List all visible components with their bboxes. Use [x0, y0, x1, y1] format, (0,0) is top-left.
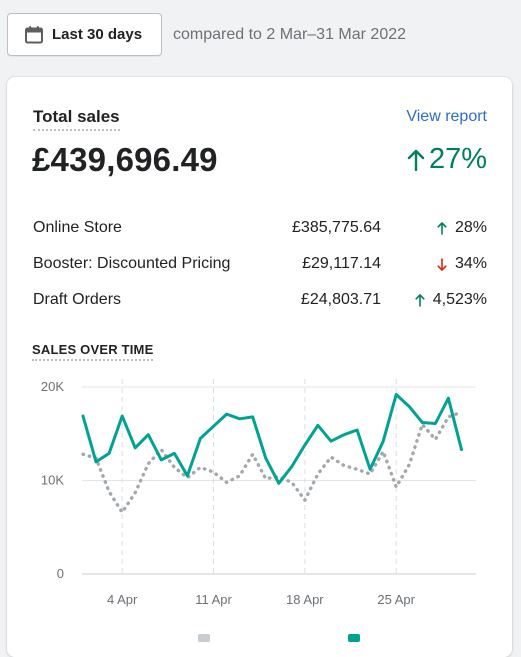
previous-period-line	[81, 410, 464, 514]
total-change-value: 27%	[428, 143, 487, 175]
row-change: 4,523%	[415, 291, 487, 309]
arrow-up-icon	[407, 149, 425, 171]
legend-previous-swatch	[198, 634, 210, 642]
arrow-down-icon	[437, 257, 447, 271]
breakdown-row: Online Store £385,775.64 28%	[33, 217, 487, 253]
x-tick-label: 4 Apr	[107, 592, 138, 607]
row-change-value: 28%	[454, 219, 487, 236]
breakdown-row: Booster: Discounted Pricing £29,117.14 3…	[33, 253, 487, 289]
row-amount: £24,803.71	[300, 291, 381, 308]
total-change: 27%	[406, 143, 487, 176]
breakdown-row: Draft Orders £24,803.71 4,523%	[33, 289, 487, 325]
date-range-button[interactable]: Last 30 days	[7, 13, 162, 56]
y-tick-label: 10K	[41, 473, 64, 488]
row-change-value: 34%	[454, 255, 487, 272]
x-tick-label: 18 Apr	[286, 592, 324, 607]
date-range-label: Last 30 days	[52, 26, 143, 43]
legend-current-swatch	[348, 634, 360, 642]
arrow-up-icon	[415, 293, 425, 307]
row-name: Draft Orders	[33, 291, 122, 308]
arrow-up-icon	[437, 221, 447, 235]
view-report-link[interactable]: View report	[406, 108, 487, 125]
x-tick-label: 25 Apr	[377, 592, 415, 607]
sales-over-time-chart: 0 10K 20K 4 Apr 11 Apr 18 Apr 25 Apr	[41, 379, 476, 642]
x-tick-label: 11 Apr	[195, 592, 232, 607]
comparison-text: compared to 2 Mar–31 Mar 2022	[173, 25, 407, 43]
y-tick-label: 0	[57, 566, 64, 581]
row-change: 28%	[437, 219, 487, 237]
card-title: Total sales	[33, 107, 120, 131]
calendar-icon	[25, 25, 43, 43]
sales-breakdown: Online Store £385,775.64 28% Booster: Di…	[33, 217, 487, 325]
row-name: Online Store	[33, 219, 122, 236]
row-amount: £29,117.14	[302, 255, 381, 272]
date-range-bar: Last 30 days compared to 2 Mar–31 Mar 20…	[7, 12, 406, 57]
row-amount: £385,775.64	[292, 219, 381, 236]
total-sales-value: £439,696.49	[32, 141, 218, 178]
row-change: 34%	[437, 255, 487, 273]
total-sales-card: Total sales View report £439,696.49 27% …	[7, 77, 512, 657]
y-tick-label: 20K	[41, 379, 64, 394]
row-name: Booster: Discounted Pricing	[33, 255, 231, 272]
current-period-line	[81, 393, 463, 485]
row-change-value: 4,523%	[432, 291, 487, 308]
section-title: SALES OVER TIME	[32, 342, 154, 361]
